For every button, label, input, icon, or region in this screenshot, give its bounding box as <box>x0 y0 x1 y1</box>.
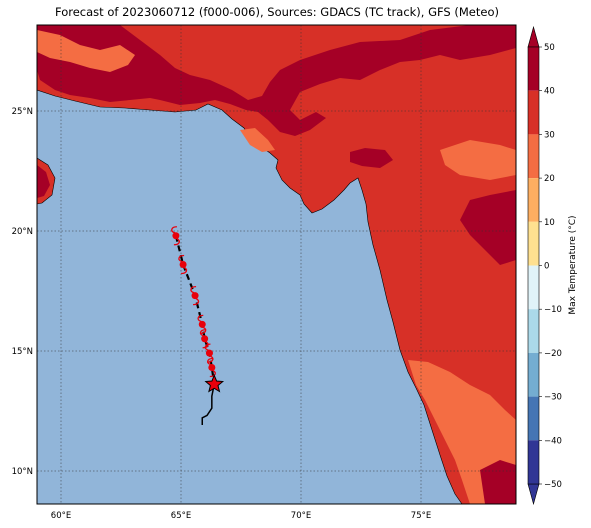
map-frame <box>36 24 517 505</box>
colorbar-extend-min <box>527 483 540 506</box>
hot-zone-north <box>37 25 516 136</box>
colorbar-tick-label: 30 <box>544 130 555 140</box>
colorbar-tick-label: −40 <box>544 436 562 446</box>
lat-label-20: 20°N <box>12 227 33 237</box>
colorbar: 50 40 30 20 10 0 −10 −20 −30 −40 −50 <box>527 25 562 506</box>
colorbar-tick-label: 50 <box>544 43 555 53</box>
cyclone-icon <box>178 254 188 275</box>
colorbar-tick-label: −50 <box>544 480 562 490</box>
colorbar-segment <box>528 178 539 222</box>
lat-label-15: 15°N <box>12 347 33 357</box>
colorbar-tick-label: 10 <box>544 218 555 228</box>
colorbar-tick-label: −10 <box>544 305 562 315</box>
lon-label-75: 75°E <box>411 511 431 521</box>
colorbar-segment <box>528 396 539 441</box>
mild-zone-north <box>37 30 135 72</box>
gridlines <box>37 25 516 504</box>
lat-axis: 25°N 20°N 15°N 10°N <box>12 107 33 477</box>
map-title: Forecast of 2023060712 (f000-006), Sourc… <box>55 5 499 19</box>
colorbar-segment <box>528 352 539 397</box>
cyclone-icon <box>171 226 180 246</box>
cyclone-icon <box>204 343 214 363</box>
colorbar-segment <box>528 440 539 484</box>
lat-label-10: 10°N <box>12 467 33 477</box>
lon-label-70: 70°E <box>291 511 311 521</box>
colorbar-segment <box>528 221 539 266</box>
colorbar-extend-max <box>527 25 540 48</box>
current-position-star-icon <box>204 373 225 393</box>
colorbar-segment <box>528 47 539 91</box>
hot-zone-central <box>350 148 393 168</box>
lon-label-65: 65°E <box>171 511 191 521</box>
colorbar-label: Max Temperature (°C) <box>568 215 578 314</box>
tc-track <box>171 226 225 425</box>
colorbar-tick-label: 0 <box>544 262 549 272</box>
cyclone-icon <box>199 329 209 349</box>
colorbar-segment <box>528 90 539 135</box>
cyclone-icon <box>207 357 216 378</box>
colorbar-tick-label: −20 <box>544 349 562 359</box>
colorbar-tick-label: −30 <box>544 393 562 403</box>
past-track-line <box>201 384 215 425</box>
colorbar-tick-label: 20 <box>544 174 555 184</box>
hot-zone-east <box>460 190 516 265</box>
cyclone-icon <box>197 314 207 335</box>
colorbar-tick-label: 40 <box>544 87 555 97</box>
colorbar-segment <box>528 134 539 179</box>
colorbar-segment <box>528 309 539 353</box>
colorbar-segment <box>528 265 539 310</box>
lat-label-25: 25°N <box>12 107 33 117</box>
mild-zone-east <box>440 140 516 180</box>
lon-axis: 60°E 65°E 70°E 75°E <box>51 511 431 521</box>
lon-label-60: 60°E <box>51 511 71 521</box>
land-mass <box>37 25 516 504</box>
land-west-hot <box>37 165 50 198</box>
mild-zone-gujarat <box>240 128 275 152</box>
cyclone-icon <box>190 285 200 306</box>
